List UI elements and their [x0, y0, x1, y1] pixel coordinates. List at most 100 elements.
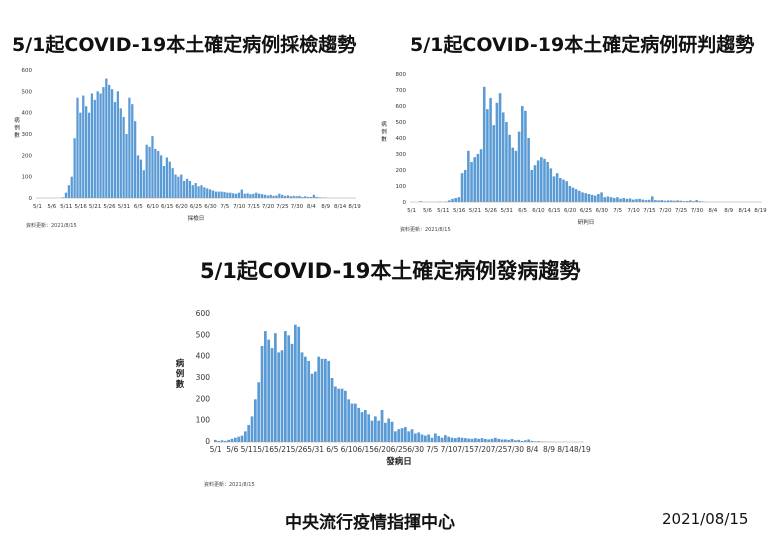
- bar: [663, 200, 667, 202]
- bar: [139, 159, 143, 198]
- bar: [284, 331, 287, 442]
- bar: [136, 155, 140, 198]
- bar: [410, 429, 414, 442]
- bar: [128, 97, 131, 198]
- bar: [597, 194, 600, 202]
- bar: [295, 196, 298, 198]
- bar: [612, 198, 616, 202]
- bar: [487, 439, 491, 442]
- bar: [571, 187, 575, 202]
- x-tick-label: 6/25: [190, 204, 203, 210]
- bar: [600, 192, 603, 202]
- bar: [489, 98, 492, 202]
- bar: [524, 110, 527, 202]
- x-tick-label: 6/25: [580, 208, 593, 214]
- bar: [283, 195, 287, 198]
- y-tick-label: 700: [396, 88, 407, 94]
- x-tick-label: 6/25: [391, 445, 408, 454]
- bar: [162, 166, 166, 198]
- bar: [327, 360, 331, 442]
- bar: [289, 196, 292, 198]
- x-tick-label: 6/5: [134, 204, 143, 210]
- bar: [424, 435, 427, 442]
- bar: [507, 439, 511, 442]
- y-axis-label: 病例數: [14, 116, 20, 139]
- bar: [593, 195, 597, 202]
- bar: [340, 388, 344, 442]
- bar: [185, 178, 189, 198]
- y-tick-label: 200: [22, 153, 33, 159]
- bar: [280, 350, 284, 442]
- bar: [76, 97, 79, 198]
- x-tick-label: 5/6: [47, 204, 56, 210]
- bar: [559, 178, 562, 202]
- bar: [504, 439, 507, 442]
- x-tick-label: 7/30: [507, 445, 524, 454]
- bar: [269, 194, 272, 198]
- bar: [549, 168, 553, 202]
- bar: [96, 91, 99, 198]
- x-tick-label: 5/1: [210, 445, 222, 454]
- y-axis-label: 病例數: [381, 120, 387, 143]
- bar: [64, 192, 68, 198]
- bar: [277, 352, 281, 442]
- y-tick-label: 0: [29, 196, 33, 202]
- bar: [407, 431, 411, 442]
- bar: [274, 333, 277, 442]
- bar: [347, 399, 351, 442]
- bar: [230, 438, 234, 442]
- bar: [587, 194, 591, 202]
- bar: [440, 437, 444, 442]
- bar: [434, 433, 437, 442]
- x-tick-label: 5/16: [75, 204, 88, 210]
- x-tick-label: 6/10: [532, 208, 545, 214]
- y-tick-label: 300: [396, 152, 407, 158]
- bar: [203, 187, 206, 198]
- x-tick-label: 7/15: [643, 208, 656, 214]
- y-tick-label: 400: [22, 111, 33, 117]
- bar: [171, 168, 174, 198]
- bar: [603, 197, 607, 202]
- bar: [116, 91, 119, 198]
- x-tick-label: 5/1: [33, 204, 42, 210]
- chart3-title: 5/1起COVID-19本土確定病例發病趨勢: [200, 259, 581, 283]
- x-tick-label: 5/1: [407, 208, 416, 214]
- x-tick-label: 7/10: [441, 445, 458, 454]
- bar: [641, 199, 645, 202]
- bar: [255, 192, 258, 198]
- bar: [272, 195, 275, 198]
- bar: [227, 439, 231, 442]
- x-tick-label: 6/20: [564, 208, 577, 214]
- bar: [206, 188, 209, 198]
- bar: [574, 189, 578, 202]
- bar: [320, 358, 324, 442]
- bar: [250, 416, 254, 442]
- bar: [689, 200, 692, 202]
- x-tick-label: 5/21: [274, 445, 291, 454]
- bar: [692, 201, 695, 202]
- bar: [417, 432, 421, 442]
- bar: [530, 440, 534, 442]
- bar: [125, 134, 128, 198]
- bar: [384, 422, 387, 442]
- bar: [292, 195, 295, 198]
- y-tick-label: 100: [22, 175, 33, 181]
- x-tick-label: 5/26: [485, 208, 498, 214]
- bar: [390, 421, 394, 442]
- bar: [457, 197, 461, 202]
- bar: [555, 173, 559, 202]
- bar: [208, 189, 212, 198]
- bar: [237, 192, 241, 198]
- bar: [243, 193, 246, 198]
- bar: [622, 198, 626, 202]
- bar: [194, 183, 197, 198]
- bar: [61, 197, 65, 198]
- bar: [234, 437, 237, 442]
- x-tick-label: 7/20: [262, 204, 275, 210]
- bar: [246, 193, 249, 198]
- bar: [501, 112, 505, 202]
- bar: [294, 324, 297, 442]
- bar: [498, 93, 502, 202]
- bar: [619, 198, 622, 202]
